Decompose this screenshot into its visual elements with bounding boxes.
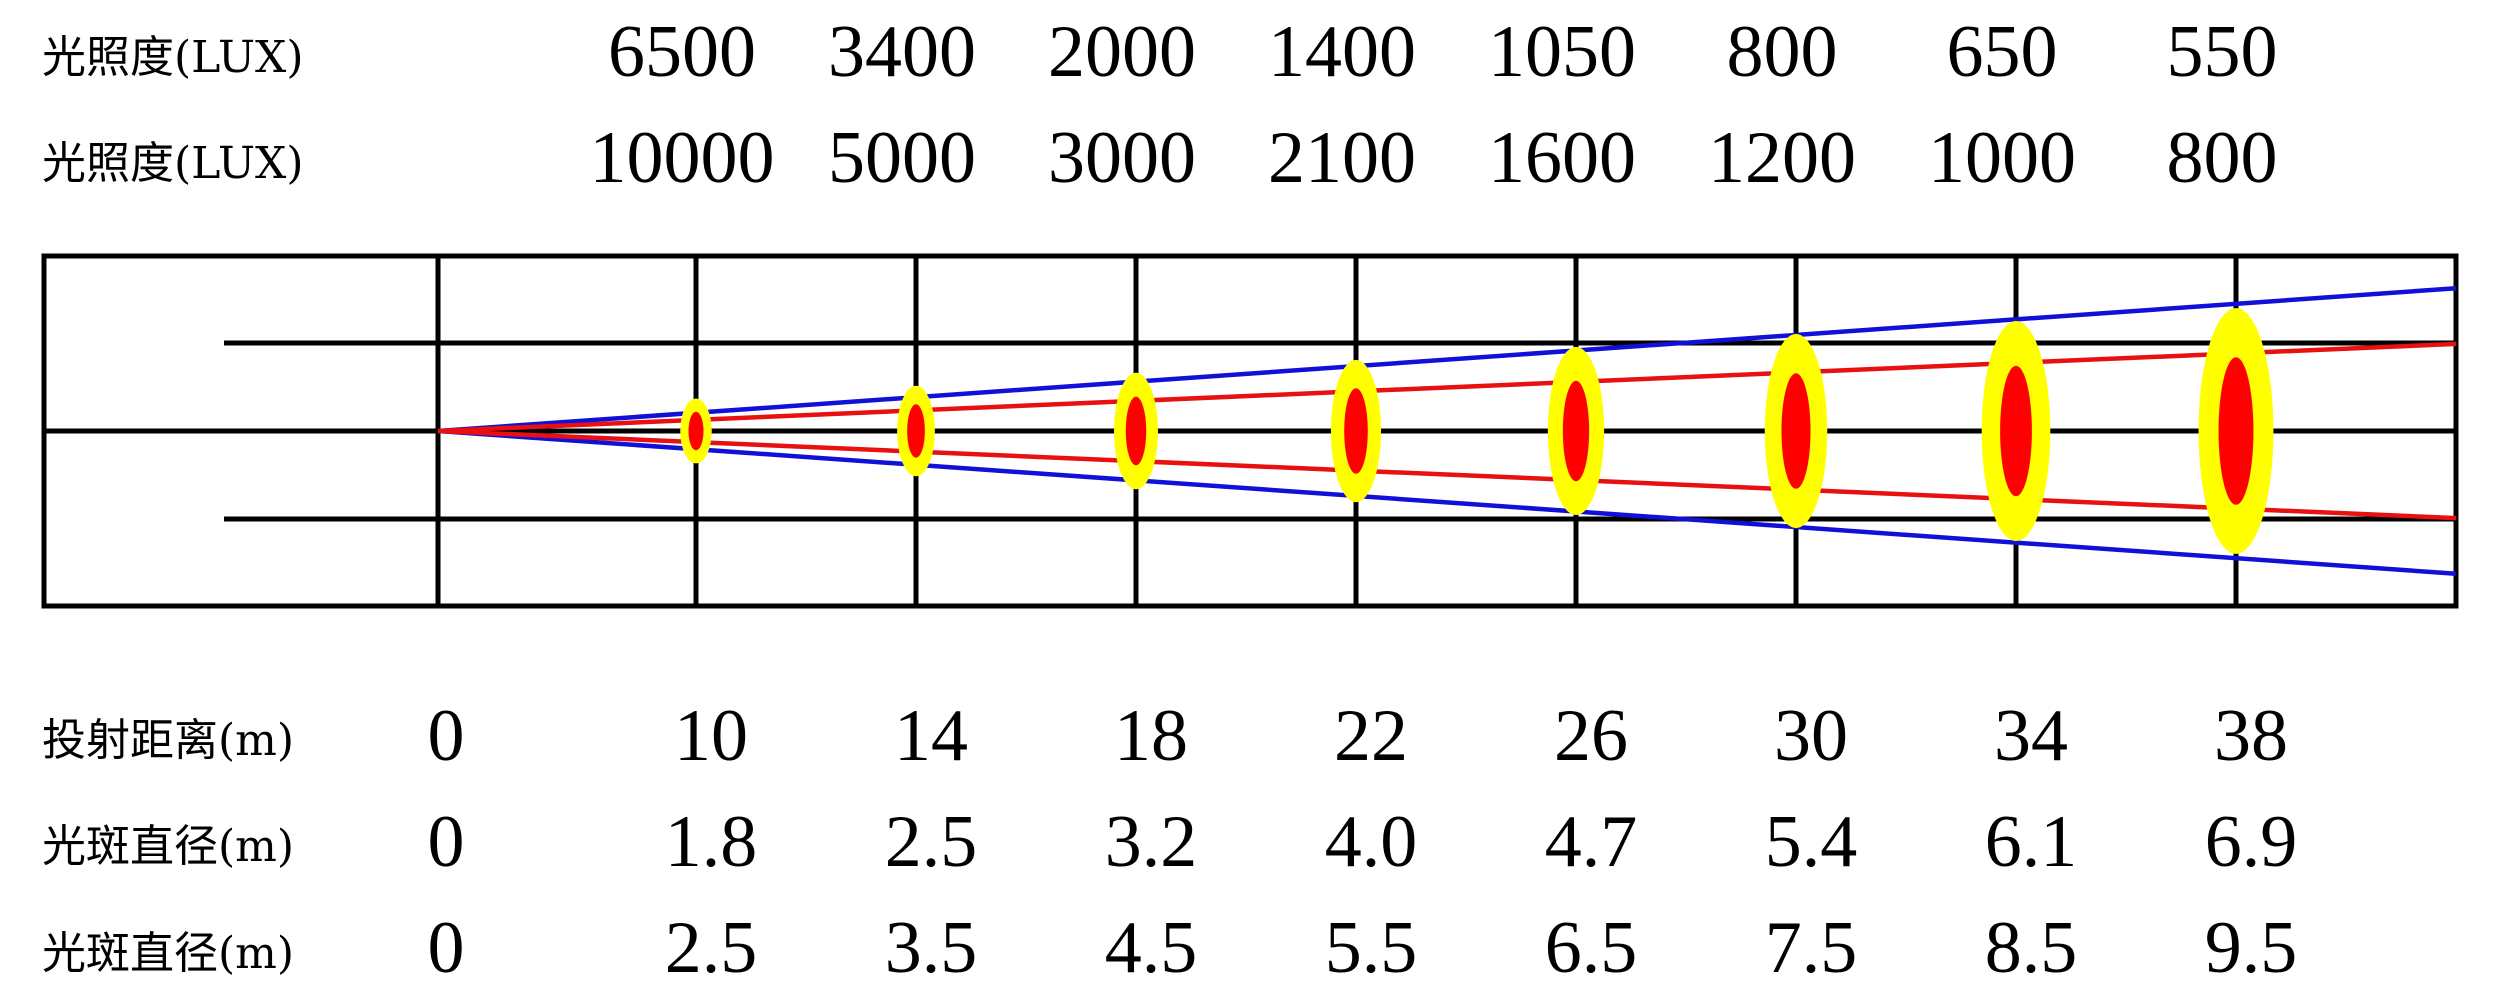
illuminance-label-1: 光照度(LUX) xyxy=(42,32,304,83)
illuminance-rows: 光照度(LUX) 光照度(LUX) 6500 3400 2000 1400 1050 80… xyxy=(42,11,2278,199)
diameter-label-1: 光斑直径(m) xyxy=(42,821,294,872)
distance-diameter-values: 0 10 14 18 22 26 30 34 38 0 1.8 2.5 3.2 4.0 4.7 5.4 6.1 6… xyxy=(428,695,2298,989)
inner-spot xyxy=(1562,380,1590,482)
illuminance-value: 550 xyxy=(2167,11,2278,93)
illuminance-value: 5000 xyxy=(828,117,976,199)
illuminance-value: 3000 xyxy=(1048,117,1196,199)
diameter-label-2: 光斑直径(m) xyxy=(42,928,294,979)
illuminance-value: 2100 xyxy=(1268,117,1416,199)
inner-spot xyxy=(1344,388,1368,474)
diameter-value: 5.5 xyxy=(1325,907,1418,989)
distance-value: 30 xyxy=(1774,695,1848,777)
diameter-value: 5.4 xyxy=(1765,801,1858,883)
inner-spot xyxy=(1781,373,1811,489)
diameter-value: 2.5 xyxy=(885,801,978,883)
diameter-value: 6.5 xyxy=(1545,907,1638,989)
diameter-value: 3.2 xyxy=(1105,801,1198,883)
diameter-value: 6.1 xyxy=(1985,801,2078,883)
diameter-value: 0 xyxy=(428,801,465,883)
distance-value: 18 xyxy=(1114,695,1188,777)
distance-value: 0 xyxy=(428,695,465,777)
distance-value: 10 xyxy=(674,695,748,777)
distance-value: 38 xyxy=(2214,695,2288,777)
diameter-value: 7.5 xyxy=(1765,907,1858,989)
illuminance-value: 2000 xyxy=(1048,11,1196,93)
illuminance-label-2: 光照度(LUX) xyxy=(42,138,304,189)
diameter-value: 9.5 xyxy=(2205,907,2298,989)
distance-diameter-rows: 投射距离(m) 光斑直径(m) 光斑直径(m) 0 10 14 18 22 26 30 34 3… xyxy=(42,695,2297,989)
distance-value: 14 xyxy=(894,695,968,777)
distance-value: 22 xyxy=(1334,695,1408,777)
illuminance-value: 800 xyxy=(2167,117,2278,199)
inner-spot xyxy=(907,404,925,458)
illuminance-value: 650 xyxy=(1947,11,2058,93)
illuminance-value: 6500 xyxy=(608,11,756,93)
inner-spot xyxy=(1125,396,1147,466)
diameter-value: 2.5 xyxy=(665,907,758,989)
diameter-value: 4.0 xyxy=(1325,801,1418,883)
outer-beam-upper-line xyxy=(437,286,2457,434)
illuminance-value: 1400 xyxy=(1268,11,1416,93)
illuminance-value: 10000 xyxy=(590,117,775,199)
diameter-value: 0 xyxy=(428,907,465,989)
inner-spot xyxy=(2218,357,2254,505)
illuminance-value: 800 xyxy=(1727,11,1838,93)
beam-spots xyxy=(680,308,2274,554)
diameter-value: 3.5 xyxy=(885,907,978,989)
illuminance-value: 1200 xyxy=(1708,117,1856,199)
outer-beam-lower-line xyxy=(437,428,2457,576)
inner-beam-lower-line xyxy=(437,428,2457,521)
distance-value: 26 xyxy=(1554,695,1628,777)
distance-value: 34 xyxy=(1994,695,2068,777)
inner-beam-upper-line xyxy=(437,341,2457,434)
diameter-value: 8.5 xyxy=(1985,907,2078,989)
inner-spot xyxy=(688,411,704,451)
diameter-value: 6.9 xyxy=(2205,801,2298,883)
grid xyxy=(41,253,2459,609)
inner-spot xyxy=(2000,365,2032,497)
diameter-value: 1.8 xyxy=(665,801,758,883)
illuminance-value: 1050 xyxy=(1488,11,1636,93)
illuminance-value: 1600 xyxy=(1488,117,1636,199)
diameter-value: 4.7 xyxy=(1545,801,1638,883)
beam-lines xyxy=(437,286,2457,576)
illuminance-value: 3400 xyxy=(828,11,976,93)
distance-label: 投射距离(m) xyxy=(42,715,294,766)
diameter-value: 4.5 xyxy=(1105,907,1198,989)
illuminance-values: 6500 3400 2000 1400 1050 800 650 550 10000 5000 30… xyxy=(590,11,2278,199)
illuminance-value: 1000 xyxy=(1928,117,2076,199)
